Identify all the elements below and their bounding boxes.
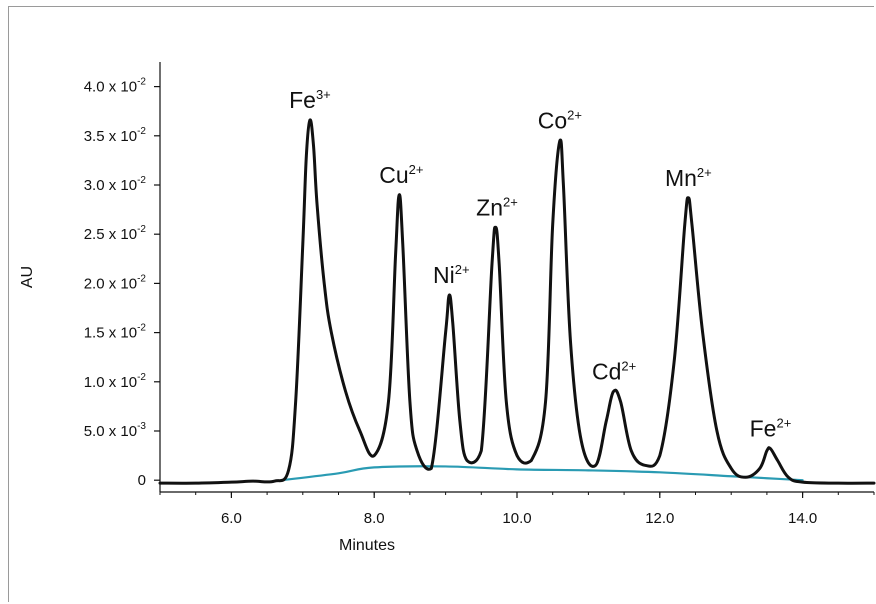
peak-label: Fe3+ (289, 87, 331, 113)
y-tick-label-exponent: -2 (137, 372, 146, 383)
peak-label-ion: Cd (592, 359, 621, 385)
y-tick-label: 0 (138, 472, 146, 489)
y-tick-label-base: 4.0 x 10 (84, 79, 137, 96)
x-tick-label: 8.0 (364, 510, 385, 527)
peak-label-ion: Fe (289, 87, 316, 113)
y-tick-label-base: 2.5 x 10 (84, 226, 137, 243)
peak-label-charge: 2+ (455, 262, 470, 277)
y-tick-label-base: 5.0 x 10 (84, 423, 137, 440)
y-tick-label-exponent: -2 (137, 224, 146, 235)
peak-label-charge: 2+ (697, 165, 712, 180)
y-tick-label-base: 3.0 x 10 (84, 177, 137, 194)
y-tick-label-exponent: -2 (137, 126, 146, 137)
plot-series (158, 118, 876, 485)
y-ticks: 05.0 x 10-31.0 x 10-21.5 x 10-22.0 x 10-… (84, 77, 160, 489)
y-tick-label-base: 0 (138, 472, 146, 489)
y-tick-label-exponent: -2 (137, 175, 146, 186)
peak-label-ion: Mn (665, 165, 697, 191)
y-tick-label: 1.5 x 10-2 (84, 323, 147, 342)
y-tick-label: 5.0 x 10-3 (84, 421, 147, 440)
y-tick-label-base: 1.0 x 10 (84, 374, 137, 391)
y-tick-label: 2.5 x 10-2 (84, 224, 147, 243)
peak-label-charge: 2+ (409, 162, 424, 177)
peak-label-charge: 3+ (316, 87, 331, 102)
y-tick-label: 3.0 x 10-2 (84, 175, 147, 194)
peak-label-charge: 2+ (776, 416, 791, 431)
x-tick-label: 6.0 (221, 510, 242, 527)
y-tick-label: 4.0 x 10-2 (84, 77, 147, 96)
x-ticks: 6.0 8.0 10.0 12.0 14.0 (159, 492, 875, 527)
y-tick-label-exponent: -2 (137, 273, 146, 284)
peak-label-ion: Cu (379, 162, 408, 188)
x-tick-label: 14.0 (788, 510, 817, 527)
peak-label: Ni2+ (433, 262, 470, 288)
peak-label: Zn2+ (476, 194, 518, 220)
y-tick-label-exponent: -3 (137, 421, 146, 432)
x-tick-label: 10.0 (502, 510, 531, 527)
peak-label-ion: Ni (433, 262, 455, 288)
peak-label: Co2+ (538, 108, 582, 134)
peak-label: Mn2+ (665, 165, 712, 191)
y-axis-title: AU (19, 266, 36, 288)
y-tick-label-base: 3.5 x 10 (84, 128, 137, 145)
y-tick-label: 2.0 x 10-2 (84, 273, 147, 292)
peak-label-ion: Zn (476, 194, 503, 220)
peak-label: Cu2+ (379, 162, 423, 188)
chromatogram-trace (158, 118, 876, 485)
y-tick-label: 1.0 x 10-2 (84, 372, 147, 391)
x-axis-title: Minutes (339, 537, 395, 554)
x-tick-label: 12.0 (645, 510, 674, 527)
peak-label-charge: 2+ (503, 194, 518, 209)
baseline-trace (280, 465, 804, 482)
y-tick-label-exponent: -2 (137, 77, 146, 88)
y-tick-label: 3.5 x 10-2 (84, 126, 147, 145)
peak-label-charge: 2+ (621, 359, 636, 374)
peak-label: Cd2+ (592, 359, 636, 385)
figure-frame (8, 6, 874, 602)
peak-label-ion: Co (538, 108, 567, 134)
peak-label-charge: 2+ (567, 108, 582, 123)
peak-label-ion: Fe (750, 416, 777, 442)
y-tick-label-exponent: -2 (137, 323, 146, 334)
peak-labels: Fe3+Cu2+Ni2+Zn2+Co2+Cd2+Mn2+Fe2+ (289, 87, 791, 442)
peak-label: Fe2+ (750, 416, 792, 442)
y-tick-label-base: 1.5 x 10 (84, 325, 137, 342)
y-tick-label-base: 2.0 x 10 (84, 275, 137, 292)
